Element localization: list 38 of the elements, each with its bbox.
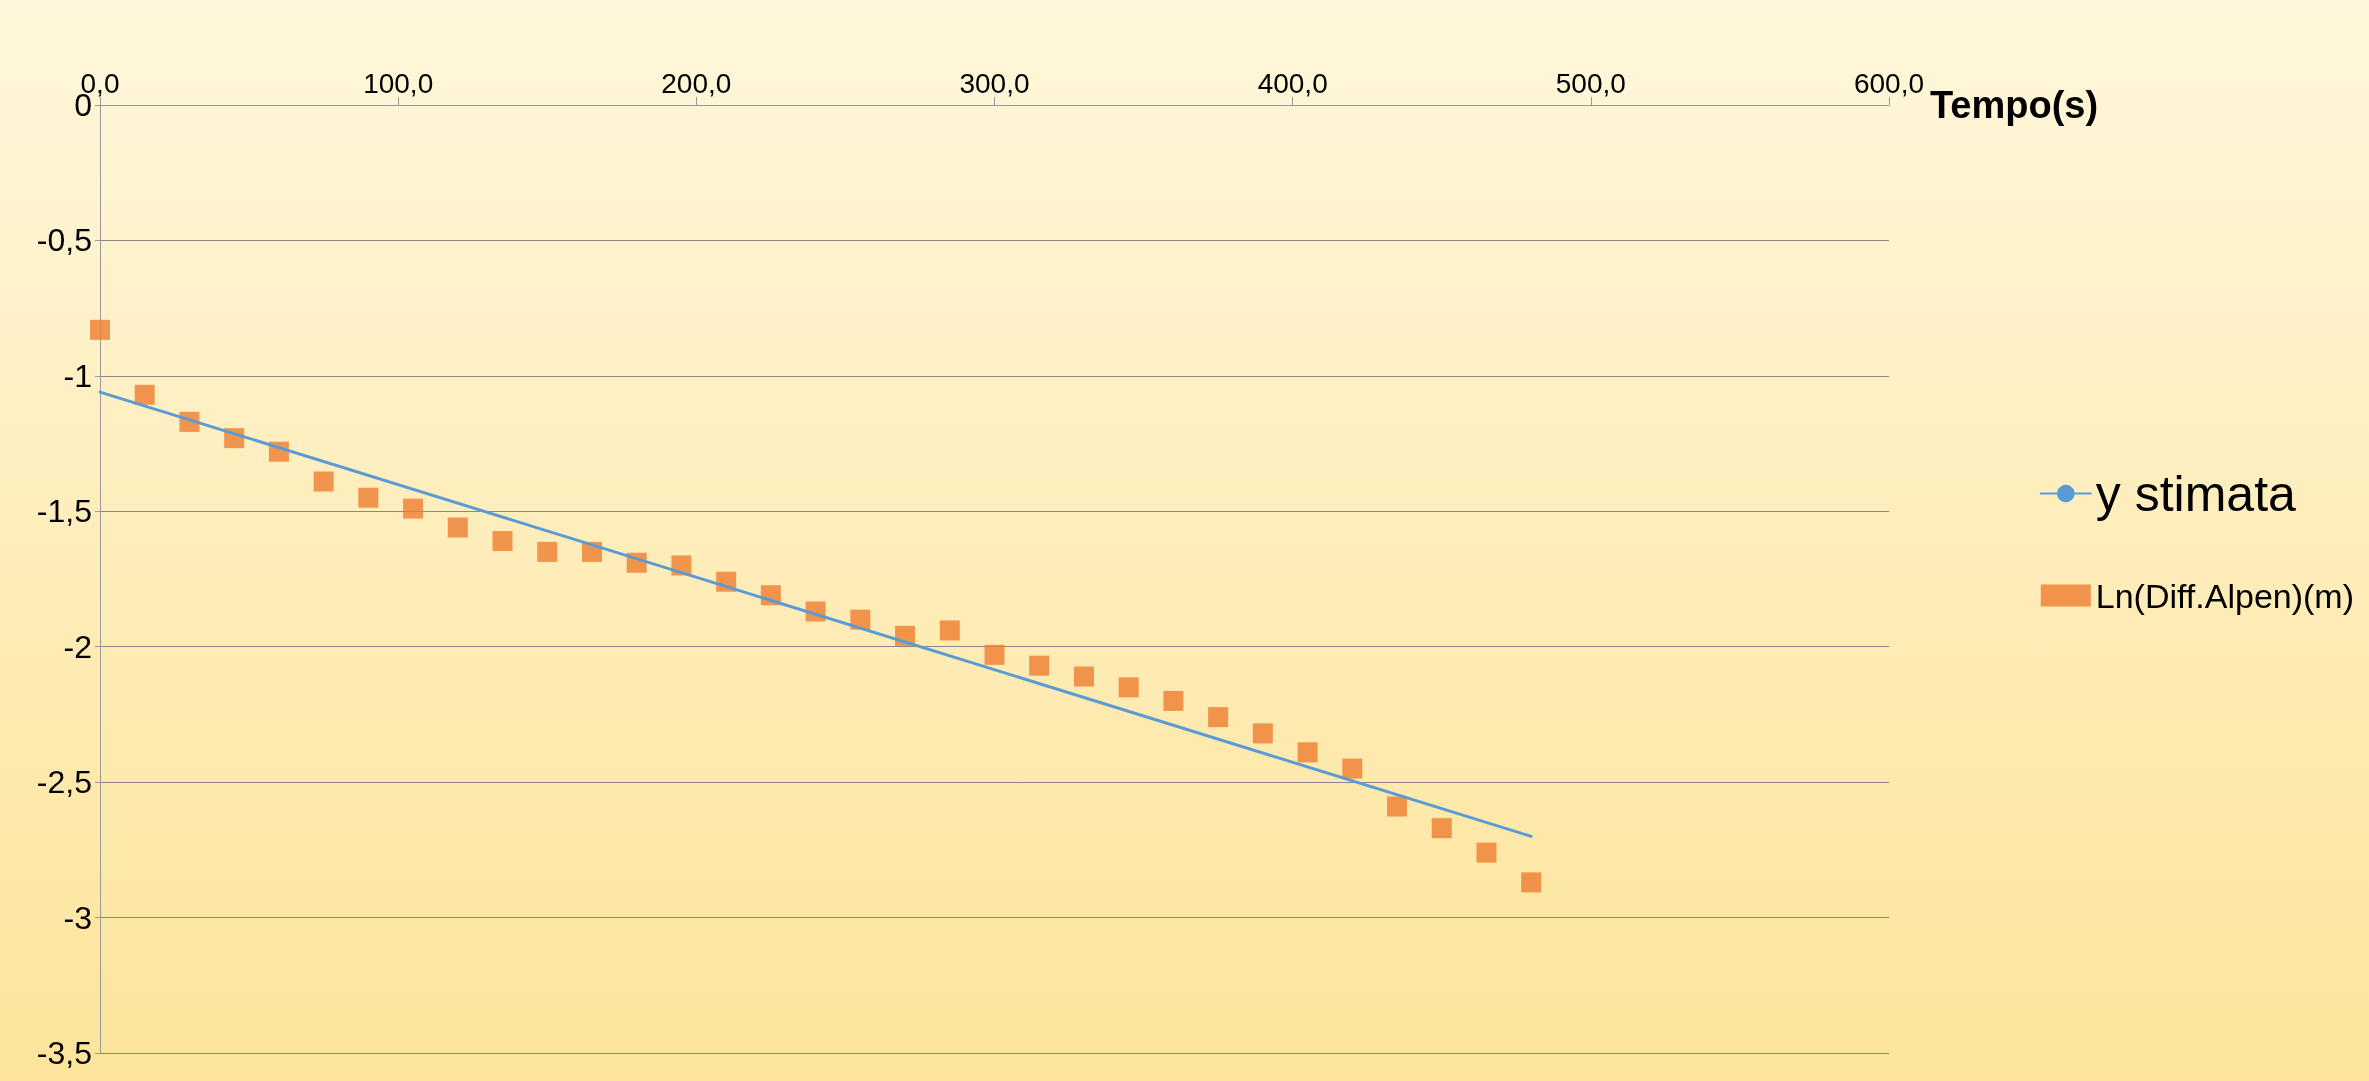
point (939, 620, 960, 641)
point (1073, 666, 1094, 687)
point (1342, 758, 1363, 779)
point (358, 487, 379, 508)
x-tick-label: 600,0 (1853, 67, 1925, 99)
point (403, 498, 424, 519)
legend-label: y stimata (2095, 465, 2297, 522)
point (1208, 707, 1229, 728)
y-tick-label: -1,5 (36, 493, 92, 530)
point (537, 541, 558, 562)
y-tick-label: -1 (63, 357, 92, 394)
point (984, 644, 1005, 665)
point (1431, 818, 1452, 839)
point (90, 319, 110, 340)
y-tick-label: -0,5 (36, 222, 92, 259)
point (1521, 872, 1542, 893)
x-tick-label: 500,0 (1555, 67, 1626, 99)
point (134, 384, 155, 405)
point (1118, 677, 1139, 698)
y-tick-label: -2 (63, 628, 92, 665)
x-tick-label: 400,0 (1257, 67, 1328, 99)
x-tick-label: 300,0 (959, 67, 1030, 99)
point (1163, 690, 1184, 711)
point (492, 531, 513, 552)
y-tick-label: -3,5 (36, 1035, 92, 1071)
y-tick-label: -3 (63, 899, 92, 936)
legend-label: Ln(Diff.Alpen)(m) (2095, 576, 2355, 615)
point (1387, 796, 1408, 817)
point (1476, 842, 1497, 863)
x-axis-title: Tempo(s) (1929, 84, 2099, 126)
point (1252, 723, 1273, 744)
point (313, 471, 334, 492)
point (1297, 742, 1318, 763)
x-tick-label: 100,0 (363, 67, 434, 99)
point (447, 517, 468, 538)
point (1029, 655, 1050, 676)
x-tick-label: 200,0 (661, 67, 732, 99)
y-tick-label: -2,5 (36, 764, 92, 801)
